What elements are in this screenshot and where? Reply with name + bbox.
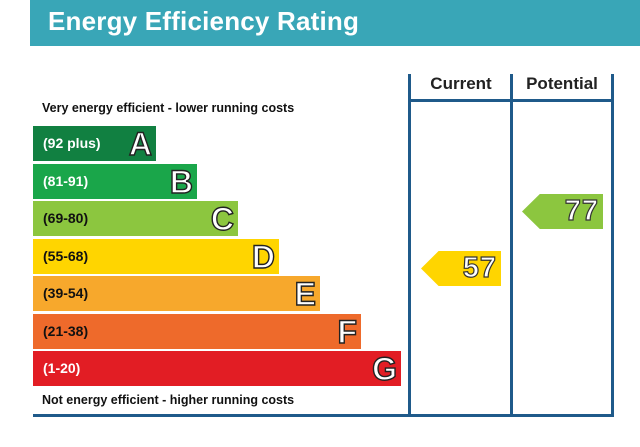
band-range-e: (39-54) — [43, 285, 89, 301]
column-header-current: Current — [430, 74, 492, 93]
frame-divider-right — [611, 74, 614, 417]
band-letter-a: A — [128, 125, 153, 162]
band-c: (69-80) C — [33, 200, 238, 238]
caption-inefficient: Not energy efficient - higher running co… — [42, 393, 295, 407]
band-letter-d: D — [251, 238, 276, 275]
band-letter-e: E — [294, 275, 317, 312]
current-rating-arrow-shape — [421, 251, 501, 286]
band-range-c: (69-80) — [43, 210, 89, 226]
caption-efficient: Very energy efficient - lower running co… — [42, 101, 295, 115]
frame-divider-middle — [510, 74, 513, 417]
band-f: (21-38) F — [33, 313, 361, 351]
band-d: (55-68) D — [33, 238, 279, 276]
band-a: (92 plus) A — [33, 125, 156, 163]
band-range-d: (55-68) — [43, 248, 89, 264]
band-letter-b: B — [169, 163, 194, 200]
band-letter-g: G — [371, 350, 397, 387]
current-rating-arrow: 57 — [421, 251, 501, 286]
frame-bottom-rule — [33, 414, 614, 417]
band-range-b: (81-91) — [43, 173, 89, 189]
band-e: (39-54) E — [33, 275, 320, 313]
page-title: Energy Efficiency Rating — [48, 6, 360, 36]
column-header-potential: Potential — [526, 74, 598, 93]
band-range-a: (92 plus) — [43, 135, 101, 151]
band-b: (81-91) B — [33, 163, 197, 201]
header-bar: Energy Efficiency Rating — [30, 0, 640, 46]
band-letter-c: C — [210, 200, 235, 237]
potential-rating-arrow-shape — [522, 194, 603, 229]
band-range-f: (21-38) — [43, 323, 89, 339]
current-rating-value: 57 — [462, 251, 497, 284]
band-letter-f: F — [337, 313, 358, 350]
band-g: (1-20) G — [33, 350, 401, 388]
frame-divider-left — [408, 74, 411, 417]
potential-rating-arrow: 77 — [522, 194, 603, 229]
potential-rating-value: 77 — [564, 194, 599, 227]
band-range-g: (1-20) — [43, 360, 81, 376]
frame-header-rule — [411, 99, 611, 102]
